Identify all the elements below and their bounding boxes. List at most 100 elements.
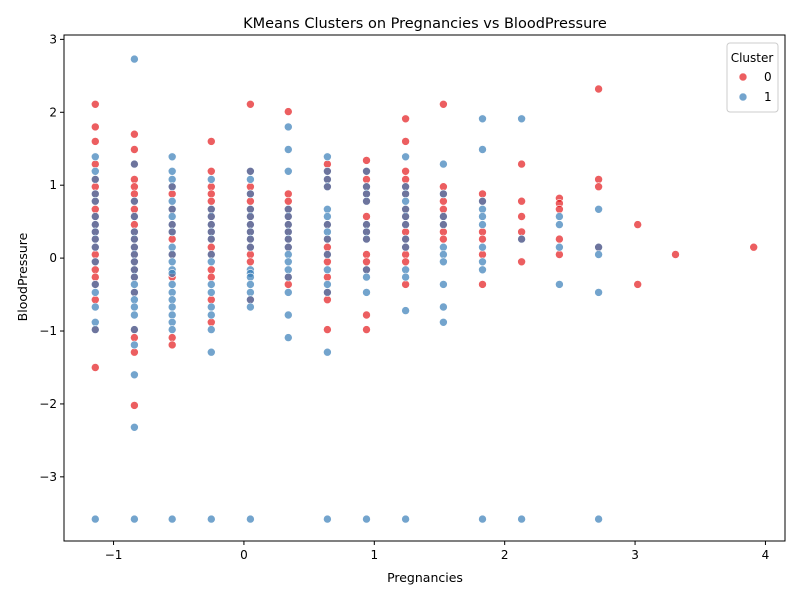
- legend-marker-0: [738, 72, 748, 82]
- data-point-cluster-0: [207, 295, 216, 305]
- data-point-cluster-0: [594, 175, 603, 184]
- data-point-cluster-1: [207, 212, 216, 221]
- data-point-cluster-1: [439, 159, 448, 169]
- data-point-cluster-0: [478, 250, 487, 259]
- data-point-cluster-0: [478, 234, 487, 244]
- data-point-cluster-1: [283, 272, 293, 282]
- data-point-cluster-1: [130, 212, 139, 221]
- data-point-cluster-1: [91, 302, 100, 312]
- data-point-cluster-1: [283, 145, 293, 154]
- data-point-cluster-1: [207, 288, 216, 297]
- data-point-cluster-1: [167, 167, 177, 176]
- data-point-cluster-1: [167, 250, 177, 259]
- data-point-cluster-1: [246, 167, 255, 176]
- data-point-cluster-1: [130, 227, 139, 237]
- data-point-cluster-1: [130, 302, 139, 312]
- data-point-cluster-1: [167, 295, 177, 305]
- data-point-cluster-0: [207, 137, 216, 146]
- data-point-cluster-1: [130, 295, 139, 305]
- data-point-cluster-1: [362, 196, 371, 206]
- data-point-cluster-1: [401, 196, 410, 206]
- data-point-cluster-1: [167, 310, 177, 320]
- data-point-cluster-0: [130, 333, 139, 342]
- data-point-cluster-1: [246, 205, 255, 214]
- data-point-cluster-1: [246, 242, 255, 252]
- data-point-cluster-1: [323, 182, 332, 191]
- data-point-cluster-1: [246, 212, 255, 221]
- x-tick-label: 3: [631, 548, 639, 562]
- data-point-cluster-1: [91, 152, 100, 162]
- x-tick-label: −1: [105, 548, 123, 562]
- data-point-cluster-0: [91, 265, 100, 275]
- data-point-cluster-1: [130, 280, 139, 289]
- data-point-cluster-1: [362, 288, 371, 297]
- data-point-cluster-1: [167, 242, 177, 252]
- data-point-cluster-0: [130, 347, 139, 357]
- data-point-cluster-1: [478, 257, 487, 267]
- data-point-cluster-1: [207, 175, 216, 184]
- data-point-cluster-1: [401, 234, 410, 244]
- data-point-cluster-1: [91, 234, 100, 244]
- data-point-cluster-1: [323, 250, 332, 259]
- data-point-cluster-1: [130, 250, 139, 259]
- data-point-cluster-1: [323, 280, 332, 289]
- data-point-cluster-1: [439, 250, 448, 259]
- data-point-cluster-1: [478, 145, 487, 154]
- data-point-cluster-1: [167, 220, 177, 229]
- data-point-cluster-0: [555, 250, 564, 259]
- data-point-cluster-1: [283, 310, 293, 320]
- data-point-cluster-1: [323, 288, 332, 297]
- data-point-cluster-1: [478, 265, 487, 275]
- data-point-cluster-1: [594, 242, 603, 252]
- data-point-cluster-0: [633, 280, 643, 289]
- data-point-cluster-1: [130, 54, 139, 64]
- y-axis-label: BloodPressure: [15, 232, 30, 321]
- data-point-cluster-1: [246, 227, 255, 237]
- data-point-cluster-1: [167, 288, 177, 297]
- data-point-cluster-0: [633, 220, 643, 229]
- data-point-cluster-0: [401, 257, 410, 267]
- data-point-cluster-0: [594, 182, 603, 191]
- data-point-cluster-0: [362, 175, 371, 184]
- data-point-cluster-1: [401, 242, 410, 252]
- data-point-cluster-0: [91, 182, 100, 191]
- data-point-cluster-1: [517, 234, 526, 244]
- data-point-cluster-0: [749, 242, 759, 252]
- data-point-cluster-0: [207, 167, 216, 176]
- data-point-cluster-1: [246, 175, 255, 184]
- data-point-cluster-1: [167, 182, 177, 191]
- data-point-cluster-0: [323, 325, 332, 334]
- data-point-cluster-1: [167, 257, 177, 267]
- data-point-cluster-1: [167, 212, 177, 221]
- x-tick-label: 2: [501, 548, 509, 562]
- data-point-cluster-1: [130, 370, 139, 380]
- data-point-cluster-0: [439, 100, 448, 109]
- data-point-cluster-0: [207, 317, 216, 327]
- data-point-cluster-0: [130, 189, 139, 199]
- y-tick-label: −3: [39, 470, 57, 484]
- data-point-cluster-0: [362, 310, 371, 320]
- data-point-cluster-1: [167, 302, 177, 312]
- data-point-cluster-1: [130, 234, 139, 244]
- data-point-cluster-0: [401, 175, 410, 184]
- data-point-cluster-1: [91, 212, 100, 221]
- data-point-cluster-1: [362, 265, 371, 275]
- data-point-cluster-0: [323, 272, 332, 282]
- data-point-cluster-0: [246, 250, 255, 259]
- data-point-cluster-1: [283, 288, 293, 297]
- data-point-cluster-0: [130, 129, 139, 139]
- data-point-cluster-1: [323, 227, 332, 237]
- plot-frame: [63, 34, 786, 542]
- y-tick-label: 0: [49, 251, 57, 265]
- data-point-cluster-1: [401, 212, 410, 221]
- data-point-cluster-0: [207, 242, 216, 252]
- data-point-cluster-1: [401, 514, 410, 524]
- y-tick-label: 2: [49, 105, 57, 119]
- data-point-cluster-1: [91, 167, 100, 176]
- data-point-cluster-1: [130, 340, 139, 350]
- data-point-cluster-1: [362, 167, 371, 176]
- data-point-cluster-0: [401, 114, 410, 124]
- data-point-cluster-1: [130, 325, 139, 334]
- data-point-cluster-1: [167, 196, 177, 206]
